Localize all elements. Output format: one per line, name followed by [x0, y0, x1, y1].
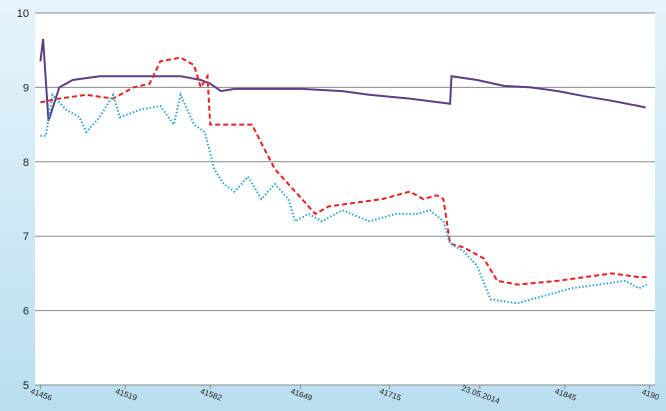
y-tick-label: 6: [23, 306, 29, 318]
y-tick-label: 5: [23, 380, 29, 392]
y-tick-label: 10: [17, 8, 29, 20]
series-line: [40, 91, 648, 305]
y-tick-label: 9: [23, 82, 29, 94]
plot-area: [35, 13, 655, 385]
series-line: [39, 38, 646, 122]
y-tick-label: 7: [23, 231, 29, 243]
series-line: [40, 56, 647, 286]
y-tick-label: 8: [23, 157, 29, 169]
